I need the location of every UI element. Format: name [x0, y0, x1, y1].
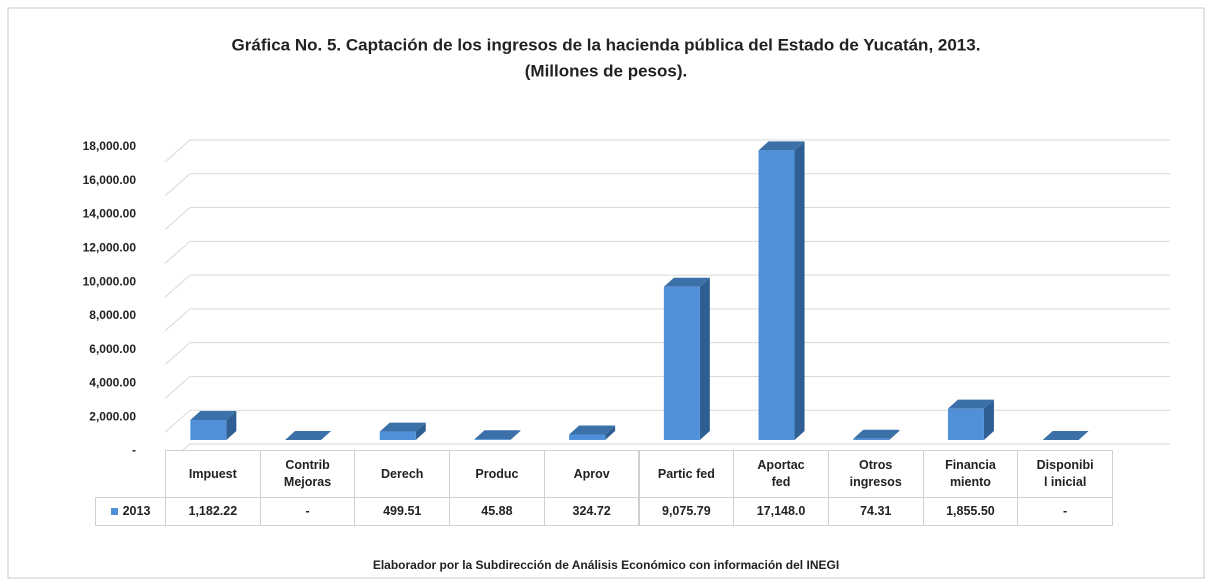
x-tick-label: Disponibi l inicial	[1017, 450, 1113, 498]
bar	[474, 439, 511, 440]
value-label: -	[259, 497, 356, 526]
chart-subtitle: (Millones de pesos).	[525, 61, 687, 80]
bar-side	[226, 411, 237, 440]
y-tick-label: 16,000.00	[83, 173, 137, 187]
grid-line-depth	[164, 342, 191, 366]
bar-top	[379, 422, 426, 432]
value-label: 1,182.22	[165, 497, 261, 526]
x-tick-label: Otros ingresos	[827, 450, 924, 498]
grid-line-depth	[164, 139, 191, 163]
bar-top	[947, 399, 994, 409]
bar	[947, 408, 984, 440]
y-tick-label: 2,000.00	[89, 409, 136, 423]
bar-top	[285, 431, 332, 440]
legend-label: 2013	[122, 504, 151, 518]
value-label: 9,075.79	[638, 497, 735, 526]
y-tick-label: 6,000.00	[89, 342, 136, 356]
legend-swatch	[110, 508, 118, 515]
bar-top	[758, 141, 805, 151]
bar-top	[1042, 431, 1089, 440]
y-tick-label: -	[132, 443, 136, 457]
y-tick-label: 4,000.00	[89, 376, 136, 390]
bar-side	[889, 429, 900, 440]
x-tick-label: Derech	[354, 450, 451, 498]
bar-top	[474, 430, 521, 440]
bar-side	[605, 425, 616, 440]
x-tick-label: Aprov	[543, 450, 640, 498]
footer: Elaborador por la Subdirección de Anális…	[373, 558, 839, 572]
value-label: 74.31	[827, 497, 924, 526]
grid-line-depth	[164, 308, 191, 332]
grid-line-depth	[164, 409, 191, 433]
x-tick-label: Partic fed	[638, 450, 735, 498]
x-tick-label: Financia miento	[922, 450, 1019, 498]
chart-title: Gráfica No. 5. Captación de los ingresos…	[232, 35, 981, 54]
y-tick-label: 12,000.00	[83, 241, 137, 255]
value-label: 45.88	[449, 497, 545, 526]
bar-top	[663, 277, 710, 287]
y-tick-label: 18,000.00	[83, 139, 137, 153]
grid-line-depth	[164, 240, 191, 264]
value-label: 17,148.0	[733, 497, 829, 526]
bar	[379, 431, 416, 440]
bar-side	[415, 422, 426, 440]
y-tick-label: 14,000.00	[83, 207, 137, 221]
value-label: 499.51	[354, 497, 451, 526]
bar	[190, 420, 227, 440]
grid-line-depth	[164, 173, 191, 197]
grid-line-depth	[164, 207, 191, 230]
y-tick-label: 10,000.00	[83, 274, 137, 288]
x-tick-label: Aportac fed	[733, 450, 829, 498]
bar-side	[510, 430, 521, 440]
bar-top	[190, 411, 237, 421]
bar-side	[699, 277, 710, 440]
bar	[663, 286, 700, 440]
value-label: 324.72	[543, 497, 640, 526]
grid-line-depth	[164, 274, 191, 298]
bar-top	[569, 425, 616, 435]
value-label: -	[1017, 497, 1113, 526]
x-tick-label: Impuest	[165, 450, 261, 498]
grid-line-depth	[164, 376, 191, 399]
bar	[853, 438, 890, 440]
legend-entry: 2013	[95, 497, 166, 526]
y-tick-label: 8,000.00	[89, 308, 136, 322]
bar-side	[983, 399, 994, 440]
bar	[569, 434, 606, 440]
value-label: 1,855.50	[922, 497, 1019, 526]
x-tick-label: Produc	[449, 450, 545, 498]
x-tick-label: Contrib Mejoras	[259, 450, 356, 498]
bar	[758, 150, 795, 440]
bar-side	[794, 141, 805, 440]
bar-top	[853, 429, 900, 439]
